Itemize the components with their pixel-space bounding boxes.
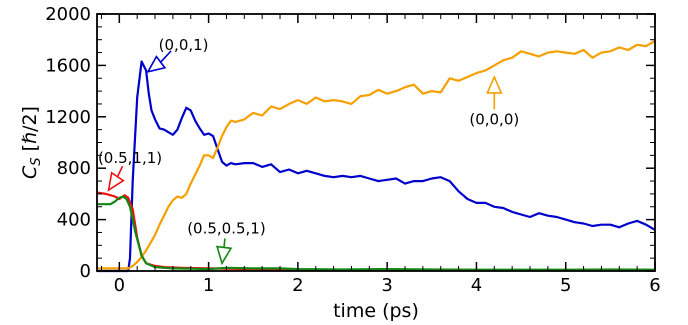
y-tick-label: 1600: [45, 55, 91, 76]
x-tick-label: 4: [471, 275, 482, 296]
y-tick-label: 2000: [45, 4, 91, 25]
x-tick-label: 6: [649, 275, 660, 296]
y-axis-label-unit: [ℏ/2]: [19, 106, 41, 157]
series-lines: [96, 40, 656, 273]
x-tick-label: 2: [292, 275, 303, 296]
y-tick-label: 1200: [45, 107, 91, 128]
annotation-arrow-head: [146, 55, 167, 74]
annotation-arrow-line: [160, 50, 172, 63]
series-line-0: [97, 60, 656, 273]
annotation-arrow-line: [223, 238, 226, 248]
axis-ticks: [97, 13, 656, 272]
y-axis-label-subscript: S: [29, 157, 44, 165]
x-tick-label: 0: [114, 275, 125, 296]
tick-labels: 0 1 2 3 4 5 6 0 400 800 1200 1600 2000: [45, 4, 661, 296]
annotations: (0,0,1) (0,0,0) (0.5,1,1) (0.5,0.5,1): [98, 36, 519, 266]
x-tick-label: 1: [203, 275, 214, 296]
annotation-label: (0.5,0.5,1): [187, 220, 266, 238]
y-tick-label: 0: [80, 261, 91, 282]
y-axis-label: CS [ℏ/2]: [19, 106, 44, 179]
y-tick-label: 800: [57, 158, 91, 179]
annotation-arrow-head: [486, 74, 503, 94]
annotation-label: (0.5,1,1): [98, 149, 162, 167]
x-axis-label: time (ps): [333, 300, 419, 322]
annotation-label: (0,0,0): [469, 110, 519, 128]
y-axis-label-main: C: [19, 165, 41, 179]
annotation-label: (0,0,1): [159, 36, 209, 54]
y-tick-label: 400: [57, 210, 91, 231]
series-line-2: [96, 191, 655, 272]
x-tick-label: 5: [560, 275, 571, 296]
annotation-arrow-head: [215, 245, 233, 266]
annotation-arrow-head: [107, 171, 125, 192]
annotation-arrow-line: [116, 165, 124, 178]
x-tick-label: 3: [381, 275, 392, 296]
series-line-1: [97, 40, 656, 270]
series-line-3: [97, 195, 656, 271]
